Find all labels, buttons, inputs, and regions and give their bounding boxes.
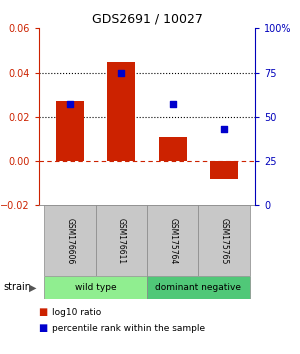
Text: GSM176611: GSM176611 xyxy=(117,218,126,264)
Title: GDS2691 / 10027: GDS2691 / 10027 xyxy=(92,13,202,26)
Text: strain: strain xyxy=(3,282,31,292)
Bar xyxy=(147,276,250,299)
Bar xyxy=(44,205,96,276)
Bar xyxy=(198,205,250,276)
Point xyxy=(119,70,124,75)
Text: log10 ratio: log10 ratio xyxy=(52,308,102,317)
Text: wild type: wild type xyxy=(75,283,116,292)
Text: GSM175764: GSM175764 xyxy=(168,217,177,264)
Text: GSM176606: GSM176606 xyxy=(65,217,74,264)
Text: ▶: ▶ xyxy=(28,282,36,292)
Text: dominant negative: dominant negative xyxy=(155,283,242,292)
Bar xyxy=(44,276,147,299)
Bar xyxy=(159,137,187,161)
Bar xyxy=(147,205,198,276)
Point xyxy=(222,126,226,132)
Text: ■: ■ xyxy=(39,307,51,317)
Bar xyxy=(96,205,147,276)
Bar xyxy=(56,101,84,161)
Text: percentile rank within the sample: percentile rank within the sample xyxy=(52,324,206,333)
Text: ■: ■ xyxy=(39,323,51,333)
Bar xyxy=(107,62,135,161)
Text: GSM175765: GSM175765 xyxy=(220,217,229,264)
Point xyxy=(68,102,72,107)
Point xyxy=(170,102,175,107)
Bar xyxy=(210,161,238,179)
